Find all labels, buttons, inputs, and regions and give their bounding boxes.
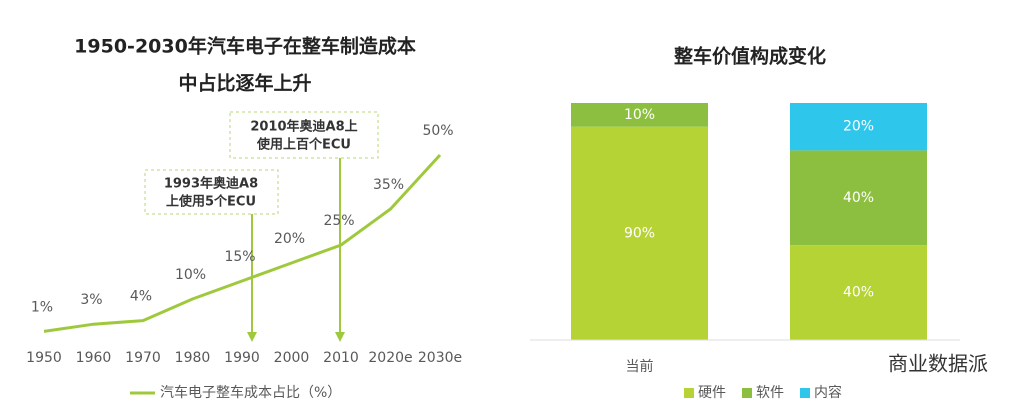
x-tick-label: 2000 [274, 350, 310, 366]
legend-swatch [684, 388, 694, 398]
watermark: 商业数据派 [888, 352, 988, 376]
value-label: 1% [31, 299, 53, 315]
x-tick-label: 1970 [125, 350, 161, 366]
legend-label: 汽车电子整车成本占比（%） [160, 384, 341, 401]
bar-segment [790, 150, 927, 246]
line [43, 153, 442, 333]
x-tick-label: 1990 [224, 350, 260, 366]
annotation: 2010年奥迪A8上 [250, 119, 357, 135]
chart-title: 整车价值构成变化 [674, 45, 826, 68]
value-label: 20% [274, 231, 305, 247]
annotation: 使用上百个ECU [256, 137, 351, 153]
annotation: 1993年奥迪A8 [164, 176, 258, 192]
legend-swatch [742, 388, 752, 398]
arrow-head [247, 332, 257, 342]
x-tick-label: 1980 [175, 350, 211, 366]
annotation-box [229, 111, 379, 159]
value-label: 35% [373, 177, 404, 193]
x-tick-label: 2030e [418, 350, 462, 366]
bar-segment [571, 126, 708, 340]
annotation: 上使用5个ECU [166, 194, 256, 210]
value-label: 25% [323, 213, 354, 229]
legend-label: 硬件 [698, 385, 726, 401]
chart-title: 1950-2030年汽车电子在整车制造成本 [74, 35, 416, 58]
bar-segment [790, 245, 927, 340]
x-tick-label: 当前 [626, 358, 654, 375]
x-tick-label: 1950 [26, 350, 62, 366]
value-label: 3% [80, 292, 102, 308]
x-tick-label: 2010 [323, 350, 359, 366]
value-label: 4% [130, 289, 152, 305]
x-tick-label: 2020e [368, 350, 412, 366]
value-label: 10% [175, 267, 206, 283]
value-label: 10% [624, 107, 655, 123]
legend-label: 软件 [756, 385, 784, 401]
value-label: 50% [422, 123, 453, 139]
legend-label: 内容 [814, 384, 842, 401]
legend-swatch [800, 388, 810, 398]
value-label: 90% [624, 225, 655, 241]
value-label: 40% [843, 190, 874, 206]
bar-segment [571, 103, 708, 127]
value-label: 15% [224, 249, 255, 265]
annotation-box [144, 169, 279, 215]
x-tick-label: 1960 [76, 350, 112, 366]
value-label: 40% [843, 285, 874, 301]
bar-segment [790, 103, 927, 151]
chart-title: 中占比逐年上升 [178, 72, 311, 95]
arrow-head [335, 332, 345, 342]
value-label: 20% [843, 119, 874, 135]
